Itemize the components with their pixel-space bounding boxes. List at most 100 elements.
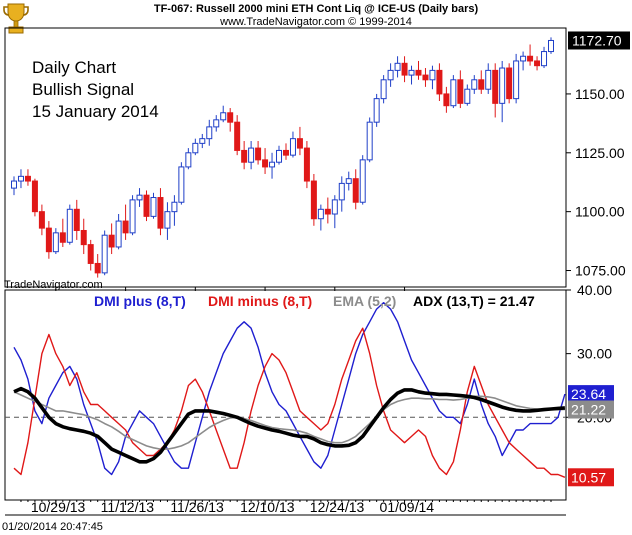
price-y-tick-label: 1150.00 xyxy=(575,86,625,102)
candle-body-down xyxy=(108,234,115,248)
legend-ema: EMA (5,2) xyxy=(333,293,397,309)
candle-body-up xyxy=(366,121,373,161)
annotation-line-1: Daily Chart xyxy=(32,58,117,77)
x-tick-label: 12/24/13 xyxy=(310,499,365,515)
indicator-panel-frame xyxy=(4,289,567,501)
candle-body-up xyxy=(345,178,352,184)
candle-body-up xyxy=(66,208,73,243)
last-price-box xyxy=(568,31,630,50)
price-panel-frame xyxy=(4,27,567,288)
value-label-ema: 21.22 xyxy=(571,402,606,418)
legend-dmi-minus: DMI minus (8,T) xyxy=(208,293,313,309)
candle-body-up xyxy=(429,69,436,81)
candle-body-up xyxy=(185,152,192,168)
candle-body-up xyxy=(11,180,17,189)
candle-body-down xyxy=(492,69,499,104)
candle-body-up xyxy=(213,119,220,128)
candle-body-down xyxy=(401,62,408,76)
candle-body-up xyxy=(513,60,520,100)
candle-body-down xyxy=(478,79,485,90)
candle-body-down xyxy=(45,227,52,253)
candle-body-up xyxy=(471,79,478,90)
candle-body-down xyxy=(143,194,150,217)
candle-body-down xyxy=(73,208,80,231)
candle-body-up xyxy=(192,142,199,154)
candle-body-up xyxy=(52,232,59,253)
candle-body-up xyxy=(136,194,143,201)
candle-body-down xyxy=(422,74,429,81)
candle-body-up xyxy=(199,138,206,144)
candle-body-up xyxy=(380,79,387,100)
x-tick-label: 11/26/13 xyxy=(170,499,224,515)
candle-body-down xyxy=(31,180,38,213)
value-label-dmi-minus: 10.57 xyxy=(571,469,606,485)
candle-body-up xyxy=(541,51,548,67)
candle-body-down xyxy=(506,67,513,100)
candle-body-up xyxy=(548,39,554,53)
candle-body-down xyxy=(443,93,450,107)
series-line-dmi-minus xyxy=(13,327,566,478)
candle-body-up xyxy=(178,166,185,203)
x-tick-label: 10/29/13 xyxy=(31,499,86,515)
candle-body-up xyxy=(317,208,324,220)
candle-body-up xyxy=(373,98,380,123)
candle-body-up xyxy=(450,79,457,107)
candle-body-down xyxy=(282,149,289,156)
candle-body-down xyxy=(80,229,87,246)
candle-body-down xyxy=(296,138,303,149)
candle-body-up xyxy=(115,220,122,248)
candle-body-up xyxy=(206,126,213,140)
candle-body-down xyxy=(255,147,262,161)
chart-subtitle: www.TradeNavigator.com © 1999-2014 xyxy=(220,16,412,28)
candle-body-up xyxy=(129,199,136,234)
candle-body-down xyxy=(415,69,422,76)
candle-body-down xyxy=(157,197,164,229)
candle-body-down xyxy=(534,60,541,67)
candle-body-up xyxy=(17,175,24,182)
candle-body-up xyxy=(331,199,338,215)
candle-body-up xyxy=(338,182,345,201)
candle-body-down xyxy=(457,79,464,104)
annotation-line-2: Bullish Signal xyxy=(32,80,135,99)
series-line-dmi-plus xyxy=(13,302,566,476)
candle-body-down xyxy=(324,208,331,215)
candle-body-up xyxy=(394,62,401,71)
candle-body-up xyxy=(164,211,171,229)
candle-body-up xyxy=(499,67,506,104)
candle-body-up xyxy=(248,147,255,163)
candle-body-down xyxy=(24,175,31,182)
candle-body-up xyxy=(485,69,492,90)
candle-body-down xyxy=(227,112,234,123)
candle-body-down xyxy=(122,220,129,234)
price-y-tick-label: 1100.00 xyxy=(575,204,625,220)
candle-body-up xyxy=(220,112,227,121)
candle-body-up xyxy=(171,201,178,213)
x-tick-label: 12/10/13 xyxy=(240,499,295,515)
price-y-tick-label: 1075.00 xyxy=(575,263,626,279)
indicator-y-tick-label: 30.00 xyxy=(577,346,612,362)
value-label-dmi-plus: 23.64 xyxy=(571,386,606,402)
candle-body-down xyxy=(310,180,317,220)
candle-body-down xyxy=(303,147,310,182)
candle-body-down xyxy=(262,159,269,168)
candle-body-down xyxy=(59,232,66,243)
candle-body-up xyxy=(150,197,157,217)
candle-body-up xyxy=(387,69,394,81)
legend-dmi-plus: DMI plus (8,T) xyxy=(94,293,186,309)
candle-body-down xyxy=(527,55,534,62)
x-tick-label: 01/09/14 xyxy=(380,499,435,515)
chart-title: TF-067: Russell 2000 mini ETH Cont Liq @… xyxy=(153,3,479,15)
footer-timestamp: 01/20/2014 20:47:45 xyxy=(2,521,103,533)
candle-body-down xyxy=(352,178,359,203)
candle-body-down xyxy=(87,244,94,264)
candle-body-up xyxy=(359,159,366,203)
trophy-icon xyxy=(2,2,30,41)
candle-body-up xyxy=(101,234,108,274)
candle-body-down xyxy=(234,121,241,151)
candle-body-down xyxy=(436,69,443,95)
last-price-label: 1172.70 xyxy=(572,32,622,48)
candle-body-down xyxy=(94,262,101,274)
value-label-box-ema xyxy=(568,400,614,419)
